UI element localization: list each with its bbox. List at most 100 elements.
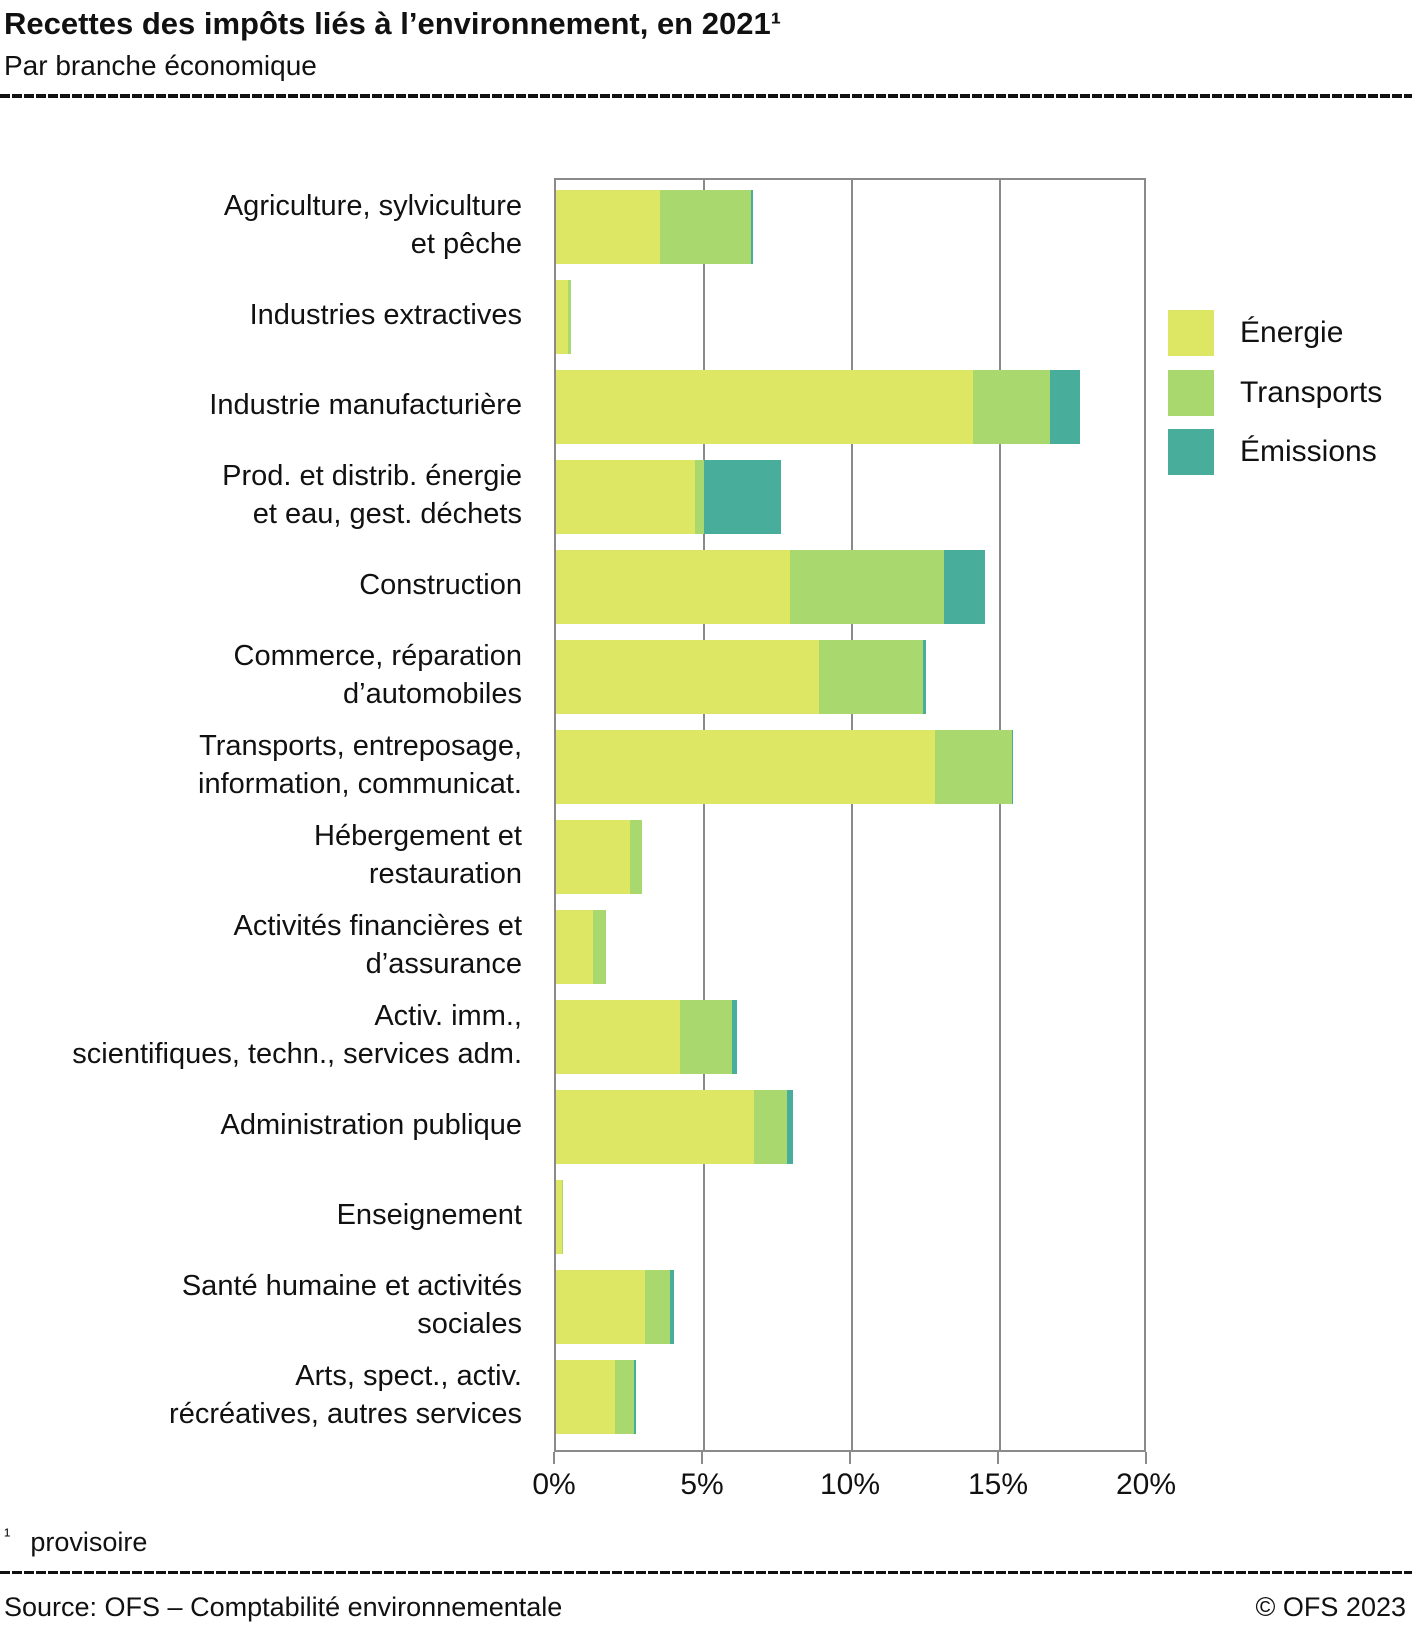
category-label: Enseignement xyxy=(0,1178,522,1252)
bar-row xyxy=(556,1270,1148,1344)
bar-segment-emissions xyxy=(943,550,986,624)
bar-row xyxy=(556,1360,1148,1434)
footnote-marker: ¹ xyxy=(4,1526,11,1547)
bar-segment-transports xyxy=(934,730,1012,804)
footer-divider xyxy=(0,1571,1412,1574)
bar-segment-emissions xyxy=(704,460,781,534)
bar-segment-emissions xyxy=(1011,730,1014,804)
bar-segment-transports xyxy=(593,910,607,984)
bar-segment-energie xyxy=(556,1360,616,1434)
bar-segment-transports xyxy=(644,1270,670,1344)
x-axis-tick xyxy=(701,1452,703,1464)
x-tick-label: 10% xyxy=(819,1468,881,1501)
category-label: Construction xyxy=(0,548,522,622)
category-label-line: Industrie manufacturière xyxy=(209,389,522,421)
gridline xyxy=(851,180,853,1450)
bar-segment-transports xyxy=(659,190,752,264)
bar-row xyxy=(556,910,1148,984)
legend-swatch-transports xyxy=(1168,370,1214,416)
chart-subtitle: Par branche économique xyxy=(4,50,317,81)
plot-area xyxy=(554,178,1146,1452)
category-label-line: Santé humaine et activités xyxy=(181,1270,522,1302)
category-label-line: Agriculture, sylviculture xyxy=(223,190,522,222)
x-tick-label: 15% xyxy=(967,1468,1029,1501)
category-label: Agriculture, sylviculture et pêche xyxy=(0,188,522,262)
bar-row xyxy=(556,1000,1148,1074)
category-label: Hébergement et restauration xyxy=(0,818,522,892)
category-label: Activités financières et d’assurance xyxy=(0,908,522,982)
bar-segment-emissions xyxy=(786,1090,793,1164)
legend-label-energie: Énergie xyxy=(1240,316,1344,349)
bar-row xyxy=(556,550,1148,624)
category-label: Administration publique xyxy=(0,1088,522,1162)
bar-segment-emissions xyxy=(751,190,753,264)
bar-segment-energie xyxy=(556,370,974,444)
legend-item-transports: Transports xyxy=(1168,370,1382,416)
category-label: Activ. imm., scientifiques, techn., servi… xyxy=(0,998,522,1072)
bar-segment-energie xyxy=(556,280,568,354)
legend-item-emissions: Émissions xyxy=(1168,429,1377,475)
legend-swatch-emissions xyxy=(1168,429,1214,475)
legend-swatch-energie xyxy=(1168,310,1214,356)
bar-segment-emissions xyxy=(732,1000,737,1074)
bar-row xyxy=(556,370,1148,444)
x-axis-tick xyxy=(849,1452,851,1464)
category-label-line: et pêche xyxy=(410,228,522,260)
bar-row xyxy=(556,280,1148,354)
category-label-line: Activ. imm., xyxy=(374,1000,522,1032)
bar-segment-energie xyxy=(556,820,630,894)
bar-segment-emissions xyxy=(923,640,926,714)
category-label: Commerce, réparation d’automobiles xyxy=(0,638,523,712)
category-label: Industrie manufacturière xyxy=(0,368,522,442)
bar-segment-energie xyxy=(556,1090,755,1164)
bar-row xyxy=(556,1090,1148,1164)
bar-segment-transports xyxy=(680,1000,733,1074)
bar-segment-energie xyxy=(556,730,935,804)
bar-segment-transports xyxy=(973,370,1051,444)
bar-segment-transports xyxy=(754,1090,787,1164)
bar-segment-energie xyxy=(556,190,660,264)
category-label-line: et eau, gest. déchets xyxy=(252,498,522,530)
bar-segment-energie xyxy=(556,1180,562,1254)
category-label-line: Industries extractives xyxy=(249,299,522,331)
category-label-line: Hébergement et xyxy=(314,820,522,852)
category-label: Transports, entreposage, information, com… xyxy=(0,728,522,802)
category-label-line: scientifiques, techn., services adm. xyxy=(72,1038,522,1070)
bar-segment-transports xyxy=(561,1180,564,1254)
category-label-line: Commerce, réparation xyxy=(233,640,523,672)
legend-label-transports: Transports xyxy=(1240,376,1383,409)
bar-segment-energie xyxy=(556,640,820,714)
x-tick-label: 5% xyxy=(680,1468,724,1501)
bar-segment-energie xyxy=(556,1000,681,1074)
bar-segment-emissions xyxy=(1050,370,1080,444)
bar-segment-energie xyxy=(556,550,790,624)
bar-segment-transports xyxy=(630,820,642,894)
bar-row xyxy=(556,820,1148,894)
gridline xyxy=(999,180,1001,1450)
category-label-line: sociales xyxy=(417,1308,522,1340)
category-label-line: Construction xyxy=(359,569,522,601)
x-axis-tick xyxy=(1145,1452,1147,1464)
bar-segment-energie xyxy=(556,1270,645,1344)
category-label-line: Prod. et distrib. énergie xyxy=(222,460,522,492)
bar-row xyxy=(556,1180,1148,1254)
x-tick-label: 0% xyxy=(532,1468,576,1501)
x-axis-tick xyxy=(553,1452,555,1464)
category-label-line: Enseignement xyxy=(336,1199,522,1231)
bar-row xyxy=(556,190,1148,264)
bar-row xyxy=(556,460,1148,534)
chart-title: Recettes des impôts liés à l’environneme… xyxy=(4,6,782,41)
category-label-line: récréatives, autres services xyxy=(169,1398,522,1430)
category-label-line: Activités financières et xyxy=(233,910,522,942)
category-label-line: d’automobiles xyxy=(343,678,522,710)
legend-item-energie: Énergie xyxy=(1168,310,1343,356)
bar-segment-transports xyxy=(567,280,571,354)
bar-segment-energie xyxy=(556,910,593,984)
header-divider xyxy=(0,94,1412,98)
footer-copyright: © OFS 2023 xyxy=(1255,1592,1406,1622)
category-label-line: restauration xyxy=(368,858,522,890)
x-axis-tick xyxy=(997,1452,999,1464)
category-label-line: Transports, entreposage, xyxy=(199,730,522,762)
bar-segment-transports xyxy=(695,460,704,534)
